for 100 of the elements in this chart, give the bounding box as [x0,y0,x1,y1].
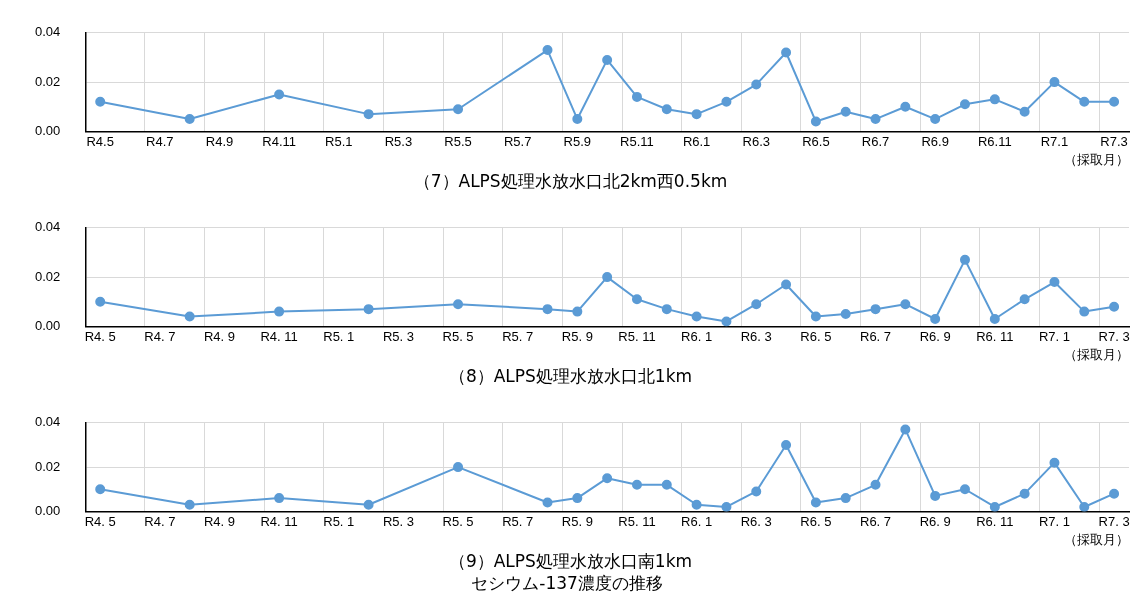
point [751,299,762,310]
point [1079,96,1090,107]
point [989,94,1000,105]
x-tick-label: R7. 3 [1098,328,1130,344]
point [1019,294,1030,305]
point [602,473,613,484]
point [1079,306,1090,317]
x-tick-label: R4.5 [86,133,114,149]
point [542,45,553,56]
x-tick-label: R6.3 [742,133,770,149]
x-tick-label: R4. 7 [144,328,176,344]
point [1049,77,1060,88]
x-tick-label: R4. 9 [203,513,236,529]
x-tick-label: R5. 9 [561,328,593,344]
x-axis-title: （採取月） [1064,152,1129,168]
x-axis-title: （採取月） [1064,532,1129,548]
x-tick-label: R7.3 [1100,133,1128,149]
point [572,493,583,504]
x-tick-label: R6. 3 [740,513,772,529]
point [959,484,970,495]
x-tick-label: R5. 9 [561,513,593,529]
point [989,501,1000,512]
point [631,479,642,490]
point [781,439,792,450]
x-tick-label: R5.5 [444,133,472,149]
y-tick-label: 0.00 [34,122,61,138]
x-tick-label: R4. 11 [260,513,298,529]
point [95,484,106,495]
point [870,479,881,490]
y-tick-label: 0.04 [34,414,61,430]
y-tick-label: 0.04 [34,219,61,235]
point [95,96,106,107]
x-tick-label: R5. 11 [618,328,656,344]
point [870,304,881,315]
point [840,106,851,117]
point [631,294,642,305]
text: （9）ALPS処理水放水口南1km [448,551,693,572]
point [1109,301,1120,312]
point [661,479,672,490]
text: （8）ALPS処理水放水口北1km [448,366,693,387]
point [274,89,285,100]
point [721,316,732,327]
point [930,314,941,325]
point [453,104,464,115]
point [1079,501,1090,512]
point [363,109,374,120]
x-tick-label: R7. 3 [1098,513,1130,529]
point [721,501,732,512]
point [602,272,613,283]
point [781,47,792,58]
x-tick-label: R5. 1 [323,328,355,344]
x-tick-label: R6. 11 [976,513,1014,529]
y-tick-label: 0.02 [34,73,61,89]
point [900,101,911,112]
point [661,104,672,115]
x-tick-label: R6.5 [802,133,830,149]
point [184,311,195,322]
point [1049,277,1060,288]
point [453,462,464,473]
x-tick-label: R7.1 [1040,133,1069,149]
point [1019,488,1030,499]
x-tick-label: R6. 7 [859,328,892,344]
point [959,254,970,265]
text: セシウム-137濃度の推移 [471,572,663,593]
x-tick-label: R4. 5 [84,328,116,344]
point [840,493,851,504]
y-tick-label: 0.02 [34,458,61,474]
point [631,91,642,102]
point [900,299,911,310]
x-tick-label: R6. 5 [800,513,832,529]
x-tick-label: R5.3 [384,133,413,149]
point [453,299,464,310]
x-tick-label: R4. 9 [203,328,236,344]
x-tick-label: R6. 9 [919,513,951,529]
point [274,493,285,504]
point [691,311,702,322]
x-tick-label: R4.9 [205,133,234,149]
x-tick-label: R5. 5 [442,513,474,529]
x-tick-label: R5. 3 [382,328,414,344]
x-tick-label: R5.1 [325,133,353,149]
x-tick-label: R6. 1 [681,513,713,529]
y-tick-label: 0.00 [34,502,61,518]
x-tick-label: R6. 3 [740,328,772,344]
x-tick-label: R6. 7 [859,513,892,529]
x-tick-label: R5. 7 [502,328,534,344]
x-tick-label: R6. 5 [800,328,832,344]
x-tick-label: R5. 3 [382,513,414,529]
point [989,314,1000,325]
x-tick-label: R6.7 [861,133,890,149]
x-tick-label: R7. 1 [1038,513,1070,529]
point [840,309,851,320]
point [870,114,881,125]
x-tick-label: R7. 1 [1038,328,1070,344]
point [959,99,970,110]
x-axis-title: （採取月） [1064,347,1129,363]
point [542,497,553,508]
x-tick-label: R4. 7 [144,513,176,529]
point [274,306,285,317]
x-tick-label: R6. 11 [976,328,1014,344]
x-tick-label: R4. 11 [260,328,298,344]
